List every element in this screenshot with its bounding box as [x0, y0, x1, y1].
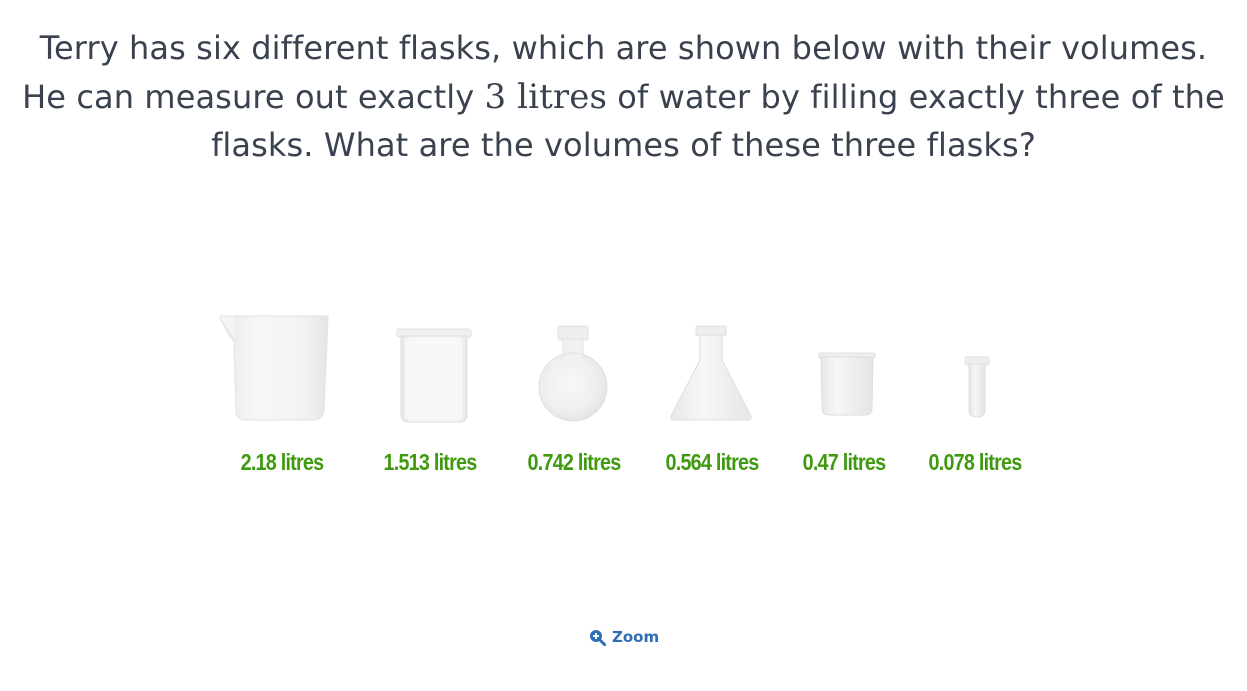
question-math-volume: 3 litres	[484, 76, 608, 117]
flask-6-volume-label: 0.078 litres	[928, 449, 1023, 475]
question-part-1: Terry has six different flasks, which ar…	[22, 29, 1208, 116]
flask-5-volume-label: 0.47 litres	[802, 449, 887, 475]
conical-flask-icon	[670, 325, 752, 421]
measuring-jug-icon	[219, 315, 329, 421]
zoom-in-icon	[590, 629, 606, 646]
beaker-icon	[396, 328, 472, 423]
zoom-label: Zoom	[612, 628, 660, 646]
small-beaker-icon	[818, 352, 876, 416]
round-flask-icon	[538, 325, 608, 422]
zoom-button[interactable]: Zoom	[589, 626, 659, 648]
question-part-2: of water by filling exactly three of the…	[211, 77, 1225, 165]
flask-1-volume-label: 2.18 litres	[240, 449, 325, 475]
question-text: Terry has six different flasks, which ar…	[20, 24, 1227, 170]
flask-3-volume-label: 0.742 litres	[527, 449, 622, 475]
flask-2-volume-label: 1.513 litres	[383, 449, 478, 475]
flask-4-volume-label: 0.564 litres	[665, 449, 760, 475]
test-tube-icon	[964, 356, 990, 418]
